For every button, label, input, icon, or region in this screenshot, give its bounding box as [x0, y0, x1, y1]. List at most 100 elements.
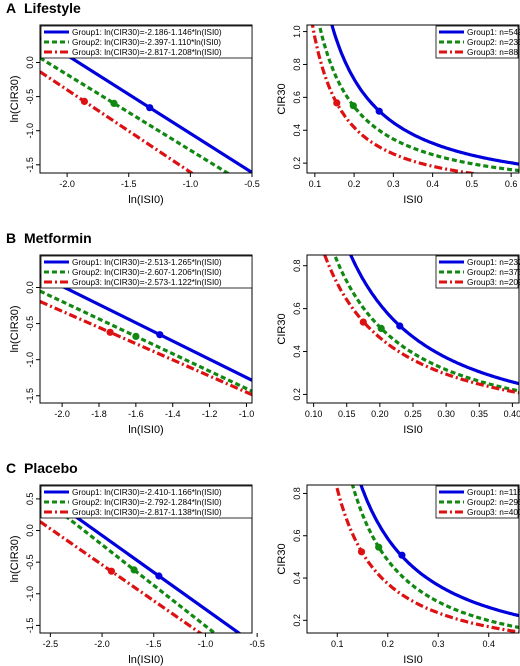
y-tick-label: -1.0 [25, 352, 35, 368]
marker-group3 [107, 567, 115, 575]
x-tick-label: -1.0 [183, 179, 199, 189]
legend-label-group1: Group1: n=549 [467, 27, 520, 37]
plot-frame [306, 484, 520, 634]
row-titles: A Lifestyle B Metformin C Placebo [6, 0, 92, 476]
x-tick-label: 0.20 [371, 409, 389, 419]
x-tick-label: -1.6 [128, 409, 144, 419]
x-tick-label: -1.0 [239, 409, 255, 419]
x-tick-label: 0.35 [470, 409, 488, 419]
plot-frame [39, 24, 253, 174]
x-tick-label: -1.8 [91, 409, 107, 419]
x-tick-label: 0.30 [437, 409, 455, 419]
x-tick-label: 0.4 [426, 179, 439, 189]
x-tick-label: -1.5 [146, 639, 162, 649]
x-tick-label: -1.5 [121, 179, 137, 189]
legend-box [40, 255, 253, 289]
y-axis-label: ln(CIR30) [9, 305, 21, 352]
series-line-group2 [350, 485, 519, 630]
legend-label-group2: Group2: n=375 [467, 267, 520, 277]
row-a-title: Lifestyle [24, 0, 81, 16]
row-b-title: Metformin [24, 230, 92, 246]
x-tick-label: -1.4 [165, 409, 181, 419]
series-line-group3 [322, 255, 519, 395]
legend-label-group2: Group2: n=296 [467, 497, 520, 507]
marker-group1 [155, 572, 163, 580]
legend-label-group3: Group3: n=209 [467, 277, 520, 287]
panel-a-right: 0.1 0.2 0.3 0.4 0.5 0.6 0.2 0.4 0.6 0.8 1.0 ISI0 CIR… [276, 24, 520, 206]
chart-panels: -2.0 -1.5 -1.0 -0.5 0.0 -0.5 -1.0 -1.5 ln(ISI0) l… [9, 24, 520, 666]
series-line-group1 [40, 273, 252, 382]
y-tick-label: 1.0 [292, 25, 302, 38]
series-line-group1 [359, 485, 519, 618]
x-axis-label: ln(ISI0) [128, 424, 163, 436]
legend-label-group3: Group3: n=88 [467, 47, 518, 57]
row-b-letter: B [6, 230, 16, 246]
marker-group2 [110, 99, 118, 107]
legend: Group1: ln(CIR30)=-2.410-1.166*ln(ISI0)G… [40, 485, 253, 519]
marker-group2 [377, 324, 385, 332]
series-line-group2 [40, 56, 231, 173]
legend-label-group2: Group2: ln(CIR30)=-2.792-1.284*ln(ISI0) [72, 497, 222, 507]
x-tick-label: -2.5 [43, 639, 59, 649]
x-axis-label: ISI0 [403, 424, 423, 436]
legend-label-group2: Group2: ln(CIR30)=-2.607-1.206*ln(ISI0) [72, 267, 222, 277]
x-tick-label: 0.40 [504, 409, 520, 419]
series-line-group3 [40, 300, 252, 397]
plot-frame [39, 254, 253, 404]
x-axis-label: ln(ISI0) [128, 654, 163, 666]
panel-b-left: -2.0 -1.8 -1.6 -1.4 -1.2 -1.0 0.0 -0.5 -1.0 -1.5 l… [9, 254, 255, 436]
marker-group2 [349, 102, 357, 110]
y-tick-label: -1.5 [25, 618, 35, 634]
x-tick-label: -0.5 [249, 639, 265, 649]
plot-frame [306, 24, 520, 174]
y-tick-label: 0.5 [25, 493, 35, 506]
x-tick-label: 0.1 [309, 179, 322, 189]
series-line-group3 [40, 70, 195, 173]
y-tick-label: 0.8 [292, 487, 302, 500]
legend-box [40, 25, 253, 59]
legend-label-group3: Group3: ln(CIR30)=-2.817-1.208*ln(ISI0) [72, 47, 222, 57]
y-tick-label: 0.2 [292, 157, 302, 170]
legend-label-group2: Group2: ln(CIR30)=-2.397-1.110*ln(ISI0) [72, 37, 221, 47]
y-axis-label: CIR30 [276, 543, 288, 574]
marker-group1 [375, 107, 383, 115]
row-a-letter: A [6, 0, 16, 16]
y-tick-label: -1.5 [25, 388, 35, 404]
series-line-group1 [40, 36, 252, 173]
y-axis-label: CIR30 [276, 313, 288, 344]
y-tick-label: -1.0 [25, 586, 35, 602]
series-line-group1 [348, 255, 519, 386]
panel-a-left: -2.0 -1.5 -1.0 -0.5 0.0 -0.5 -1.0 -1.5 ln(ISI0) l… [9, 24, 260, 206]
series-line-group2 [40, 289, 252, 393]
x-tick-label: -1.0 [198, 639, 214, 649]
marker-group3 [80, 97, 88, 105]
marker-group2 [132, 332, 140, 340]
series-line-group3 [334, 485, 519, 633]
x-tick-label: -1.2 [202, 409, 218, 419]
series-lines [310, 25, 519, 173]
marker-group1 [396, 322, 404, 330]
marker-group2 [375, 543, 383, 551]
legend: Group1: ln(CIR30)=-2.186-1.146*ln(ISI0)G… [40, 25, 253, 59]
y-tick-label: 0.0 [25, 281, 35, 294]
y-tick-label: -1.5 [25, 157, 35, 173]
y-tick-label: 0.0 [25, 56, 35, 69]
y-tick-label: 0.6 [292, 529, 302, 542]
legend-label-group3: Group3: ln(CIR30)=-2.573-1.122*ln(ISI0) [72, 277, 222, 287]
legend-label-group1: Group1: ln(CIR30)=-2.186-1.146*ln(ISI0) [72, 27, 222, 37]
series-line-group2 [332, 255, 519, 393]
y-tick-label: 0.4 [292, 345, 302, 358]
row-c-letter: C [6, 460, 16, 476]
x-axis-label: ln(ISI0) [128, 194, 163, 206]
marker-group3 [359, 318, 367, 326]
y-tick-label: 0.6 [292, 302, 302, 315]
legend-box [40, 485, 253, 519]
y-tick-label: 0.4 [292, 124, 302, 137]
x-tick-label: 0.6 [505, 179, 518, 189]
y-tick-label: 0.2 [292, 388, 302, 401]
panel-c-left: -2.5 -2.0 -1.5 -1.0 -0.5 0.5 0.0 -0.5 -1.0 -1.5 ln… [9, 484, 265, 666]
marker-group2 [130, 566, 138, 574]
y-axis-label: ln(CIR30) [9, 75, 21, 122]
